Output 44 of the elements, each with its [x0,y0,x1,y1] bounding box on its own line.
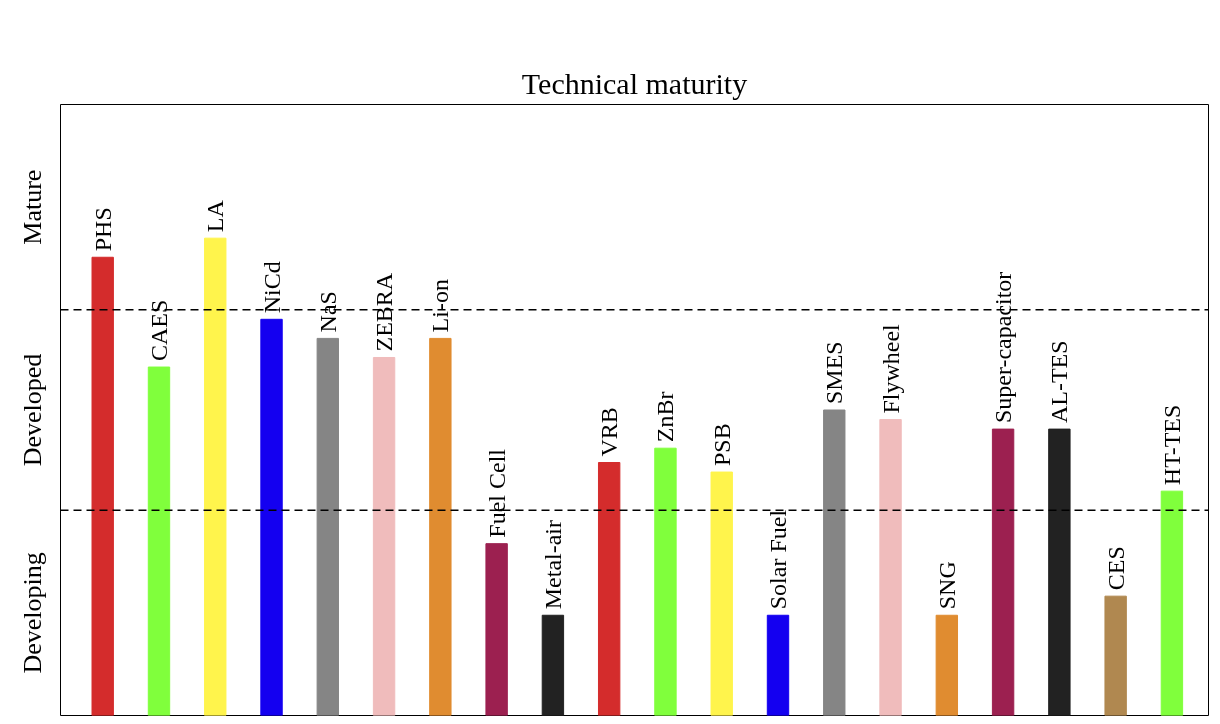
text: Developed [17,353,47,467]
chart-title: Technical maturity [521,66,748,100]
bar [485,543,508,716]
x-tick-label: ZnBr [652,391,679,443]
x-tick-label: PHS [89,207,116,252]
x-tick-label: SMES [821,341,848,404]
bar [372,356,396,716]
text: Mature [17,169,47,245]
bar [91,256,114,716]
bar [991,428,1015,716]
bar [316,337,339,716]
x-tick-label: SNG [933,561,960,610]
bar [1048,428,1071,716]
x-tick-label: Metal-air [539,519,566,610]
x-tick-label: Flywheel [877,323,904,414]
x-tick-label: Super-capacitor [990,271,1017,424]
bar [597,462,621,716]
text: Developing [17,552,47,674]
bar [879,419,902,716]
bar [1104,595,1127,716]
x-tick-label: Solar Fuel [765,509,791,610]
x-tick-label: VRB [596,407,623,457]
x-tick-label: Li-on [427,279,454,333]
bar [147,366,171,716]
bar [935,614,959,716]
bar [1160,490,1184,716]
x-tick-label: NiCd [258,261,285,314]
bar [541,614,565,716]
x-tick-label: PSB [708,423,735,467]
x-tick-label: CAES [145,299,172,362]
bar [766,614,790,716]
x-tick-label: CES [1102,546,1129,591]
x-tick-label: NaS [314,291,341,333]
bar [654,447,677,716]
x-tick-label: HT-TES [1158,404,1185,486]
x-tick-label: ZEBRA [371,272,398,352]
bar [710,471,733,716]
bar [204,237,227,716]
x-tick-label: AL-TES [1046,340,1073,424]
bar [823,409,846,716]
x-tick-label: Fuel Cell [483,448,510,538]
x-tick-label: LA [202,199,229,233]
bar [429,337,452,716]
bar [260,318,283,716]
